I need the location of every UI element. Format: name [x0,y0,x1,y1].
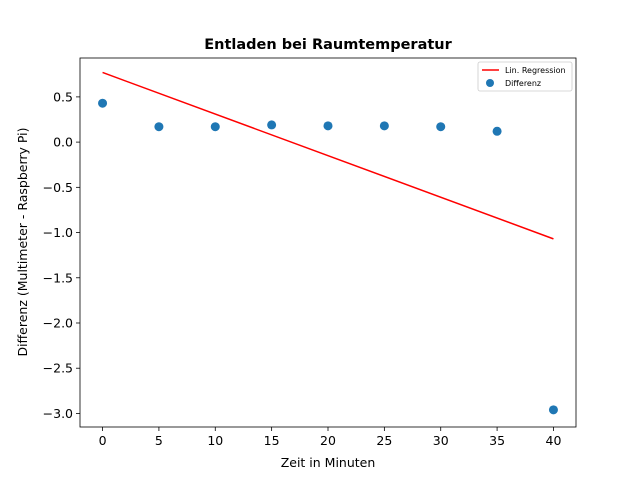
data-point [98,98,108,108]
x-axis-ticks: 0 5 10 15 20 25 30 35 40 [99,427,562,448]
data-point [492,126,502,136]
x-tick-label: 30 [433,433,449,448]
data-point [379,121,389,131]
regression-line [102,71,554,240]
y-axis-label: Differenz (Multimeter - Raspberry Pi) [15,127,30,356]
y-tick-label: −1.0 [43,225,73,240]
data-point [210,122,220,132]
x-tick-label: 35 [489,433,505,448]
data-point [548,405,558,415]
data-point [154,122,164,132]
legend-label: Lin. Regression [505,66,566,75]
x-axis-label: Zeit in Minuten [281,455,376,470]
x-tick-label: 5 [155,433,163,448]
y-tick-label: 0.0 [53,135,73,150]
y-tick-label: −1.5 [43,270,73,285]
data-point [267,120,277,130]
legend-marker-swatch [486,79,494,87]
legend: Lin. Regression Differenz [477,61,573,92]
x-tick-label: 0 [99,433,107,448]
legend-box [477,61,573,92]
data-point [436,122,446,132]
x-tick-label: 40 [546,433,562,448]
x-tick-label: 10 [207,433,223,448]
x-tick-label: 20 [320,433,336,448]
y-tick-label: −2.5 [43,361,73,376]
chart-title: Entladen bei Raumtemperatur [204,37,452,53]
x-tick-label: 25 [376,433,392,448]
y-axis-ticks: 0.5 0.0 −0.5 −1.0 −1.5 −2.0 −2.5 −3.0 [43,89,80,421]
y-tick-label: −0.5 [43,180,73,195]
data-point [323,121,333,131]
x-tick-label: 15 [264,433,280,448]
y-tick-label: −3.0 [43,406,73,421]
y-tick-label: 0.5 [53,89,73,104]
legend-label: Differenz [505,79,541,88]
y-tick-label: −2.0 [43,315,73,330]
